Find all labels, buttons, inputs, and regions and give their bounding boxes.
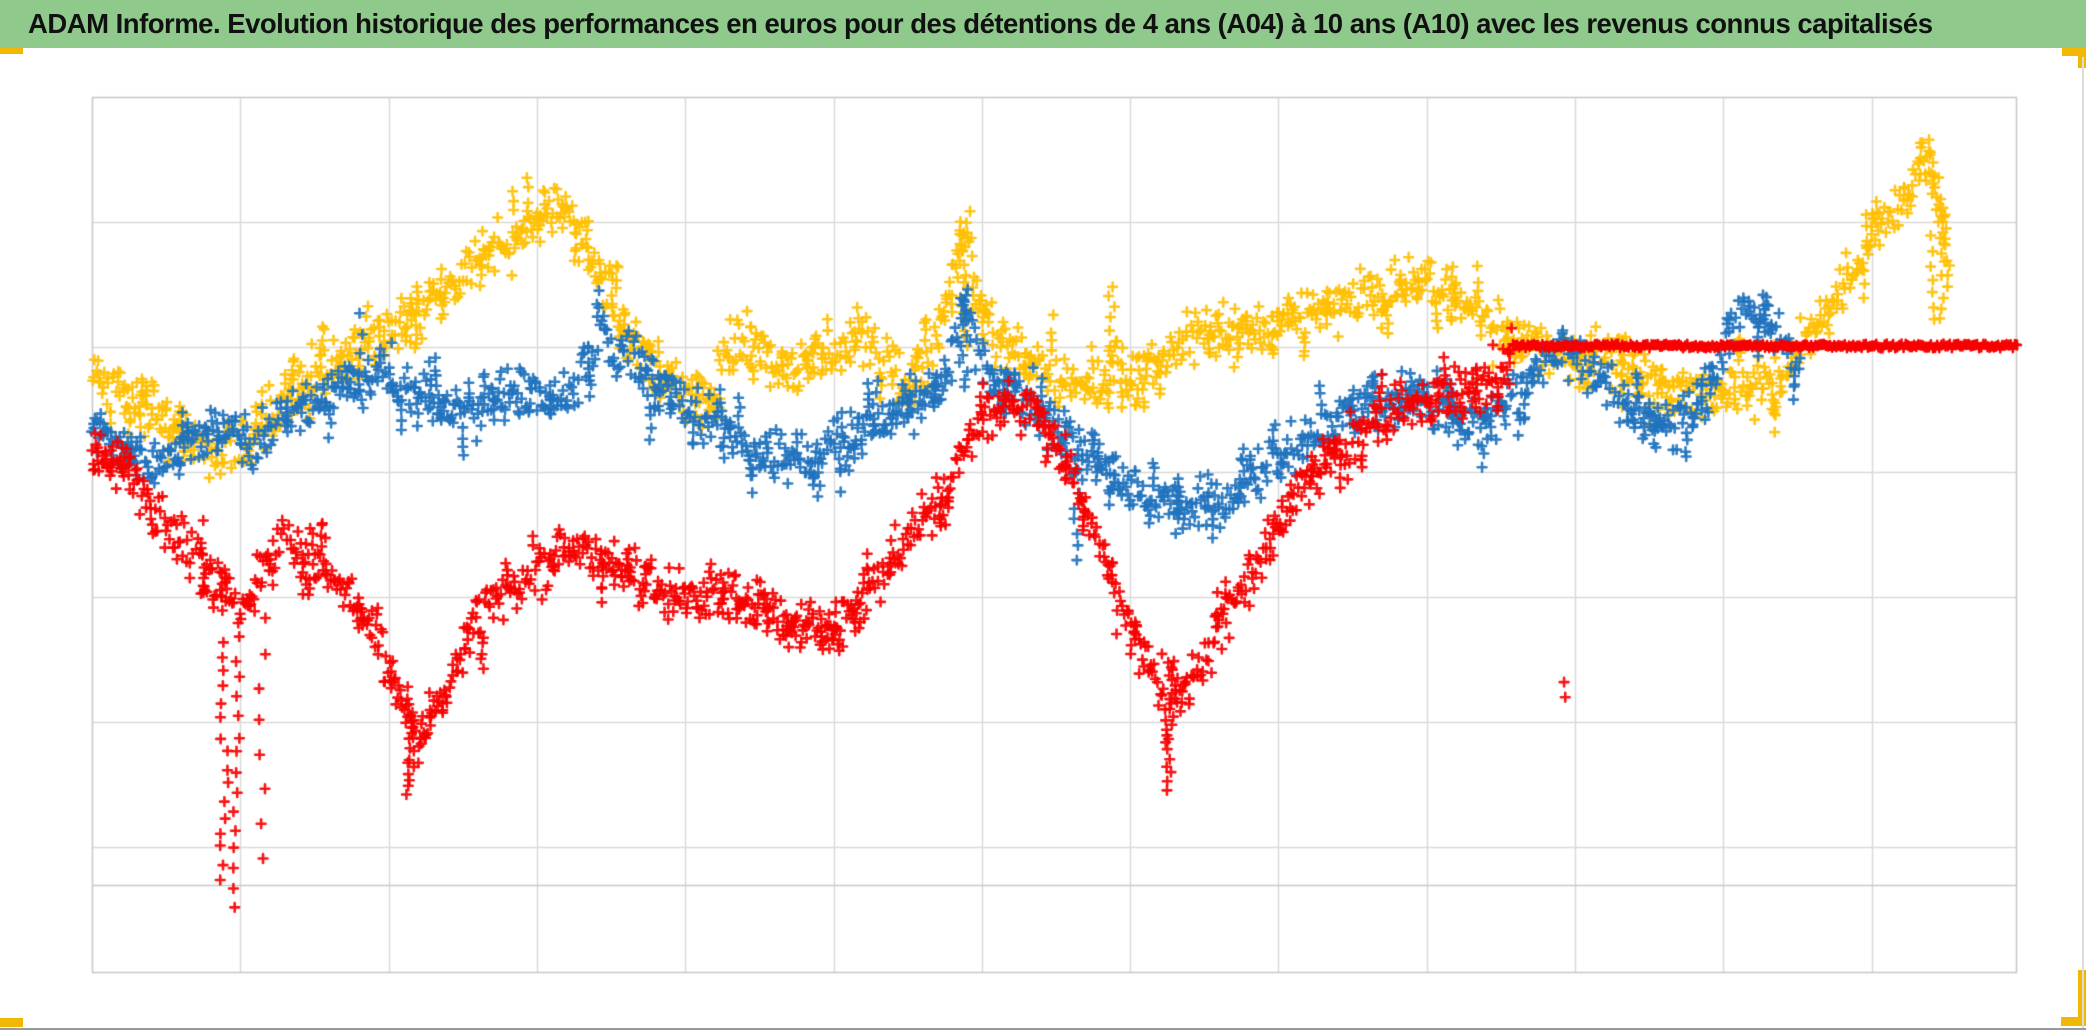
selection-corner-bottom-right — [2061, 1017, 2086, 1026]
sheet-right-gridline — [2082, 57, 2084, 1029]
selection-corner-top-right — [2062, 48, 2086, 56]
selection-corner-bottom-left — [0, 1018, 23, 1027]
selection-corner-top-left — [0, 48, 23, 54]
sheet-bottom-edge — [0, 1028, 2086, 1030]
